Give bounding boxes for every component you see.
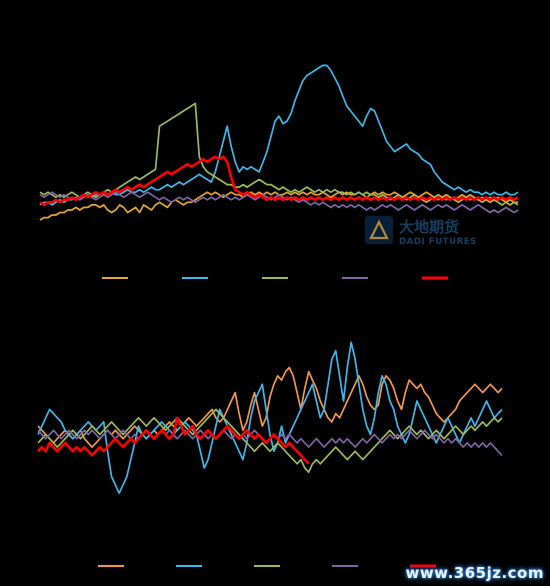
logo-cn-text: 大地期货 bbox=[399, 218, 459, 236]
dadi-futures-logo: 大地期货 DADI FUTURES bbox=[365, 216, 477, 247]
logo-emblem-mark bbox=[369, 219, 389, 240]
series-line-2 bbox=[39, 102, 519, 206]
series-line-1 bbox=[39, 64, 519, 206]
site-watermark: www.365jz.com bbox=[405, 564, 544, 582]
chart-top bbox=[36, 39, 519, 280]
series-line-4 bbox=[39, 155, 519, 207]
series-line-1 bbox=[37, 341, 503, 494]
series-line-4 bbox=[37, 416, 310, 465]
logo-en-text: DADI FUTURES bbox=[399, 237, 477, 247]
series-line-2 bbox=[37, 408, 503, 474]
chart-bottom bbox=[34, 333, 503, 568]
series-line-3 bbox=[39, 191, 519, 214]
series-line-0 bbox=[37, 366, 503, 448]
